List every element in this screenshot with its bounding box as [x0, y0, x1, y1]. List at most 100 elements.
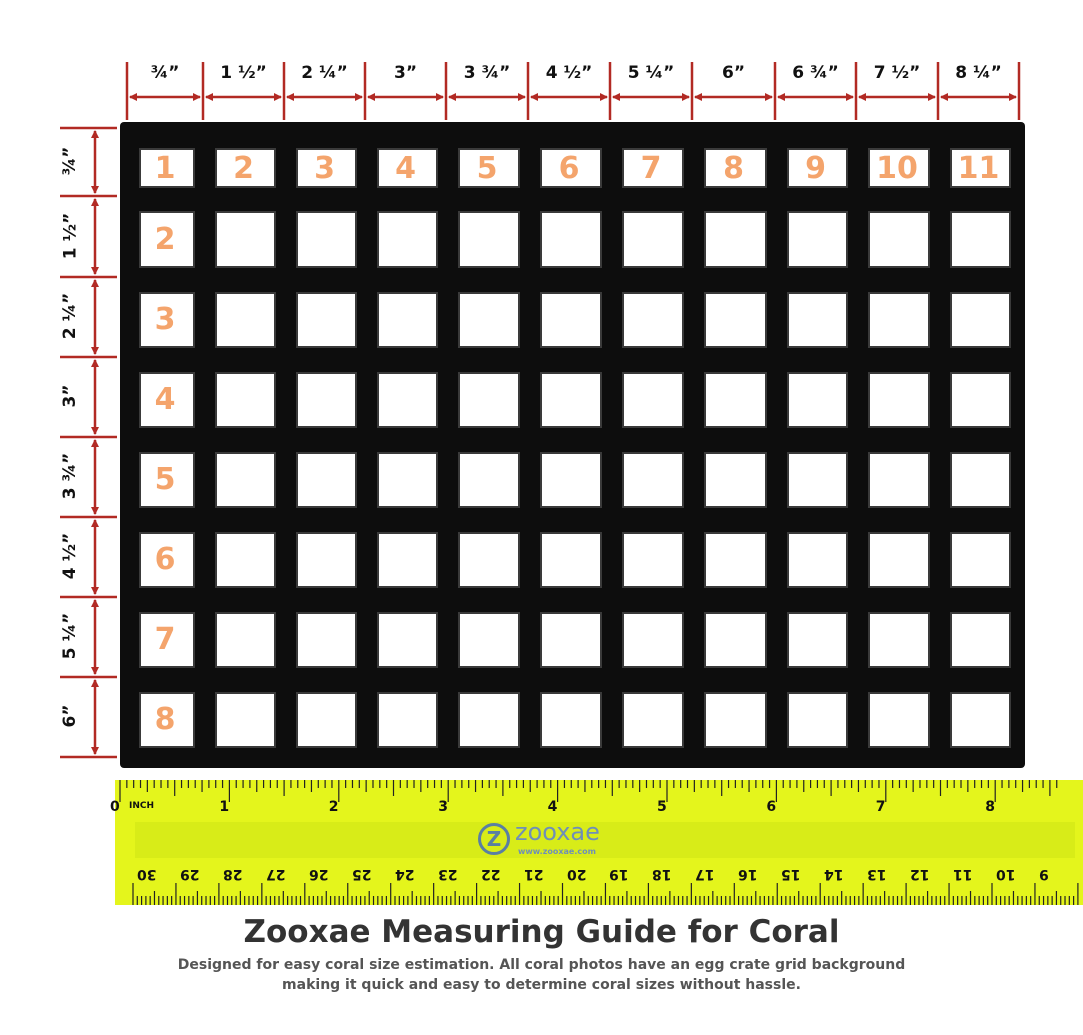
grid-cell: [377, 292, 438, 348]
grid-cell: [296, 148, 357, 188]
grid-cell: [540, 532, 602, 588]
cm-number: 23: [437, 866, 458, 882]
grid-cell: [704, 148, 767, 188]
page-title: Zooxae Measuring Guide for Coral: [243, 914, 840, 950]
zooxae-logo-icon: Z: [478, 823, 510, 855]
grid-cell: [787, 452, 848, 508]
cm-number: 9: [1038, 866, 1049, 882]
grid-cell: [215, 692, 276, 748]
inch-number: 1: [219, 799, 230, 815]
grid-cell: [868, 292, 930, 348]
grid-cell: [787, 292, 848, 348]
grid-cell: [868, 372, 930, 428]
grid-cell: [950, 211, 1011, 268]
grid-cell: [458, 692, 520, 748]
grid-cell: [458, 148, 520, 188]
cm-number: 15: [781, 866, 801, 882]
grid-cell: [787, 372, 848, 428]
cell-number: 8: [723, 151, 744, 186]
grid-cell: [622, 532, 684, 588]
grid-cell: [296, 532, 357, 588]
grid-cell: [458, 532, 520, 588]
column-dimension-label: 6”: [721, 63, 745, 83]
column-dimension-label: 6 ¾”: [792, 63, 839, 83]
grid-cell: [215, 452, 276, 508]
subtitle-line-1: Designed for easy coral size estimation.…: [177, 957, 906, 973]
cell-number: 9: [805, 151, 826, 186]
grid-cell: [868, 532, 930, 588]
column-dimension-label: 3 ¾”: [463, 63, 511, 83]
cell-number: 8: [154, 702, 176, 737]
cm-number: 12: [910, 866, 930, 882]
column-dimension-label: 1 ½”: [220, 63, 267, 83]
grid-cell: [540, 372, 602, 428]
grid-cell: [215, 532, 276, 588]
cm-number: 13: [867, 866, 887, 882]
grid-cell: [950, 532, 1011, 588]
inch-number: 0: [110, 799, 120, 815]
cm-number: 24: [394, 866, 415, 882]
dimension-arrows: [60, 62, 1021, 759]
grid-cell: [458, 372, 520, 428]
cm-number: 22: [480, 866, 501, 882]
column-dimension-label: 2 ¼”: [301, 63, 348, 83]
grid-cell: [868, 148, 930, 188]
grid-cell: [540, 452, 602, 508]
inch-number: 2: [328, 799, 339, 815]
cm-number: 20: [566, 866, 586, 882]
column-dimension-label: 4 ½”: [545, 63, 593, 83]
cell-number: 4: [395, 151, 416, 186]
grid-cell: [704, 692, 767, 748]
cm-number: 19: [609, 866, 629, 882]
grid-cell: [377, 692, 438, 748]
grid-cell: [139, 292, 195, 348]
cm-number: 29: [179, 866, 200, 882]
grid-cell: [868, 612, 930, 668]
logo-url: www.zooxae.com: [518, 847, 596, 856]
grid-cell: [377, 372, 438, 428]
grid-cell: [868, 452, 930, 508]
grid-cell: [622, 612, 684, 668]
grid-cell: [215, 372, 276, 428]
grid-cell: [704, 211, 767, 268]
grid-cell: [868, 211, 930, 268]
cell-number: 5: [154, 462, 176, 497]
cell-number: 6: [154, 542, 176, 577]
cm-number: 11: [953, 866, 973, 882]
grid-cell: [139, 692, 195, 748]
row-dimension-label: 4 ½”: [60, 532, 80, 580]
grid-cell: [139, 452, 195, 508]
cm-number: 30: [137, 866, 157, 882]
inch-number: 8: [985, 799, 995, 815]
grid-cell: [704, 612, 767, 668]
inch-number: 3: [438, 799, 448, 815]
cm-number: 16: [738, 866, 758, 882]
grid-cell: [139, 211, 195, 268]
grid-cell: [787, 148, 848, 188]
ruler: Z zooxae www.zooxae.com 0 1 2 3 4 5 6 7 8 INCH 30 2…: [110, 780, 1083, 905]
grid-cell: [139, 148, 195, 188]
column-dimension-label: 7 ½”: [873, 63, 921, 83]
cell-number: 3: [154, 302, 176, 337]
grid-cell: [458, 612, 520, 668]
grid-cell: [950, 292, 1011, 348]
row-dimension-label: ¾”: [60, 146, 80, 176]
column-dimension-label: 5 ¼”: [627, 63, 675, 83]
grid-cell: [540, 211, 602, 268]
cell-number: 4: [154, 382, 176, 417]
cm-number: 18: [652, 866, 672, 882]
column-dimension-label: 3”: [393, 63, 417, 83]
row-dimension-label: 1 ½”: [60, 212, 80, 259]
grid-cell: [458, 452, 520, 508]
grid-cell: [540, 692, 602, 748]
grid-cell: [622, 692, 684, 748]
inch-number: 4: [547, 799, 558, 815]
ruler-ticks: [119, 780, 1079, 905]
grid-cell: [296, 372, 357, 428]
grid-cell: [704, 372, 767, 428]
grid-cell: [296, 452, 357, 508]
grid-cell: [704, 532, 767, 588]
grid-cell: [704, 292, 767, 348]
cell-number: 11: [957, 151, 1000, 186]
